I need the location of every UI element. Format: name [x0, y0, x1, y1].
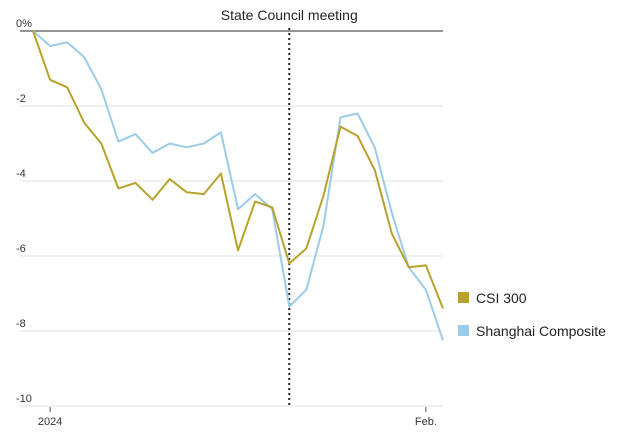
series-lines: [32, 30, 444, 341]
annotation-label: State Council meeting: [221, 7, 358, 23]
legend: CSI 300 Shanghai Composite: [458, 290, 606, 339]
legend-swatch: [458, 325, 469, 336]
y-tick-label: -2: [16, 93, 26, 105]
y-axis-ticks: 0% -2 -4 -6 -8 -10: [16, 18, 32, 405]
y-tick-label: 0%: [16, 18, 32, 30]
series-line-csi-300: [32, 30, 444, 309]
series-line-shanghai-composite: [32, 30, 444, 341]
x-tick-label: 2024: [38, 416, 62, 428]
x-axis-ticks: 2024 Feb.: [38, 407, 437, 428]
y-tick-label: -6: [16, 243, 26, 255]
legend-label: Shanghai Composite: [476, 323, 606, 339]
grid-lines: [20, 105, 443, 407]
x-tick-label: Feb.: [415, 416, 437, 428]
legend-swatch: [458, 292, 469, 303]
y-tick-label: -8: [16, 318, 26, 330]
y-tick-label: -4: [16, 168, 26, 180]
y-tick-label: -10: [16, 393, 32, 405]
legend-label: CSI 300: [476, 290, 527, 306]
